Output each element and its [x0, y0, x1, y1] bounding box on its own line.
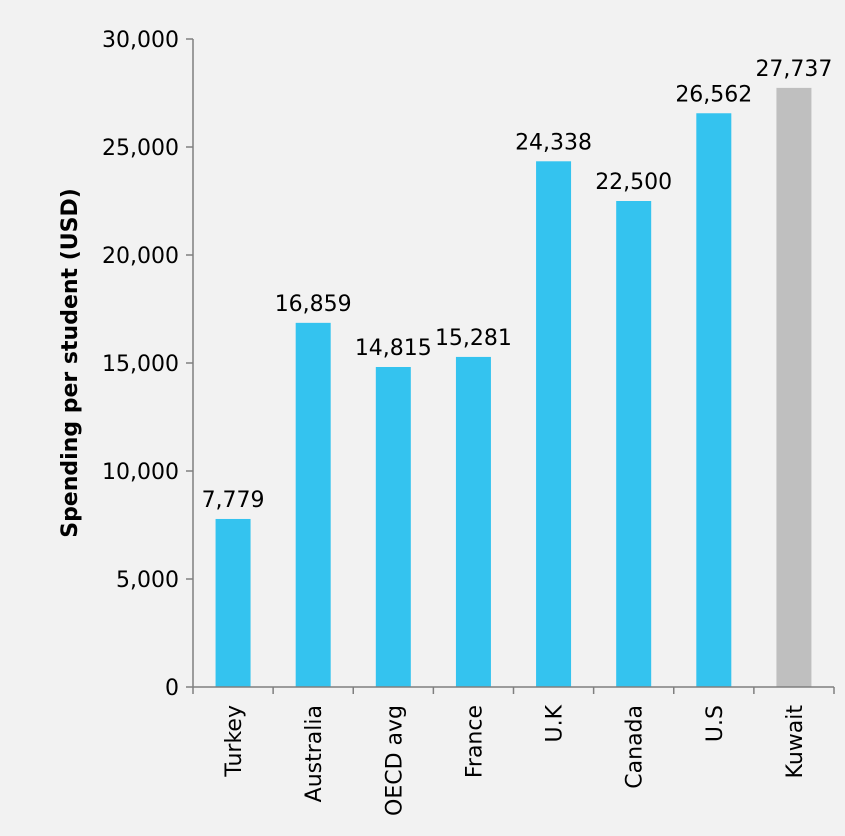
- y-tick-label: 20,000: [102, 244, 179, 269]
- data-label: 22,500: [595, 170, 672, 195]
- data-label: 24,338: [515, 130, 592, 155]
- x-category-label: Canada: [623, 705, 648, 789]
- y-tick-label: 15,000: [102, 352, 179, 377]
- bar-france: [455, 356, 491, 687]
- x-category-label: Turkey: [222, 705, 247, 778]
- y-tick-label: 10,000: [102, 460, 179, 485]
- bar-turkey: [215, 518, 251, 687]
- y-axis-ticks: 0 5,000 10,000 15,000 20,000 25,000 30,000: [102, 28, 835, 701]
- bar-oecd-avg: [375, 366, 411, 687]
- data-label: 15,281: [435, 326, 512, 351]
- bar-canada: [616, 201, 652, 687]
- bar-kuwait: [776, 87, 812, 687]
- y-axis-title: Spending per student (USD): [58, 188, 83, 538]
- y-tick-label: 30,000: [102, 28, 179, 53]
- x-category-label: Australia: [302, 705, 327, 802]
- bar-u-s: [696, 113, 732, 687]
- y-tick-label: 5,000: [116, 568, 179, 593]
- data-label: 27,737: [755, 57, 832, 82]
- y-tick-label: 0: [165, 676, 179, 701]
- x-category-label: OECD avg: [382, 705, 407, 816]
- data-label: 16,859: [275, 292, 352, 317]
- bar-series: [215, 87, 812, 687]
- data-label: 14,815: [355, 336, 432, 361]
- y-tick-label: 25,000: [102, 136, 179, 161]
- data-label: 26,562: [675, 82, 752, 107]
- data-label: 7,779: [202, 488, 265, 513]
- x-category-label: U.S: [703, 705, 728, 742]
- x-category-label: U.K: [543, 704, 568, 742]
- x-category-label: Kuwait: [783, 705, 808, 779]
- x-category-label: France: [462, 705, 487, 778]
- bar-australia: [295, 322, 331, 687]
- x-axis-categories: Turkey Australia OECD avg France U.K Canada U.…: [222, 704, 808, 816]
- bar-u-k: [536, 161, 572, 687]
